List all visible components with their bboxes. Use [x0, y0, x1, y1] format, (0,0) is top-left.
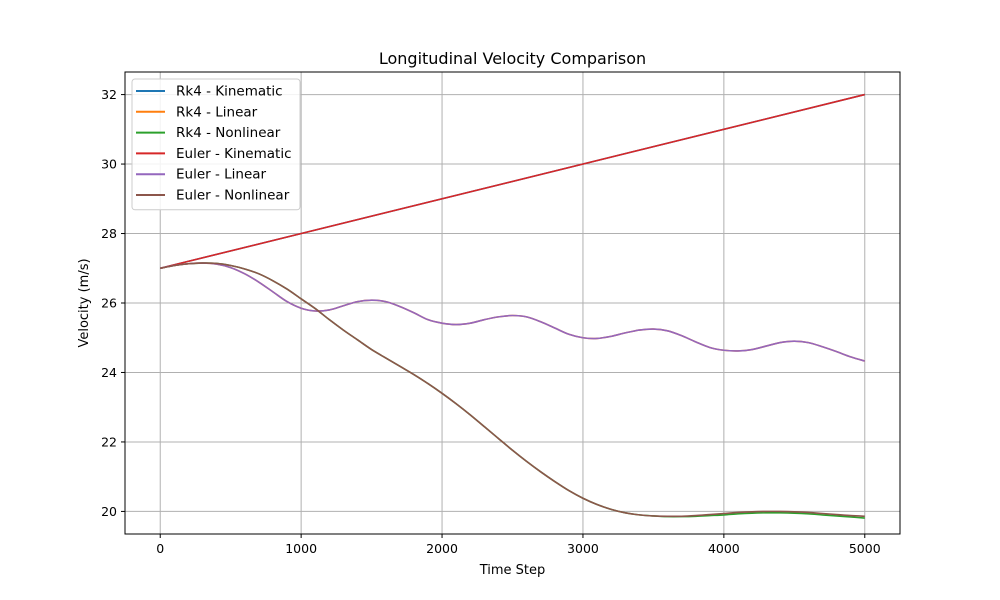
- x-tick-label: 4000: [708, 541, 740, 556]
- x-tick-label: 0: [156, 541, 164, 556]
- x-axis-label: Time Step: [479, 563, 546, 578]
- y-axis-label: Velocity (m/s): [77, 258, 92, 347]
- y-tick-label: 32: [101, 87, 117, 102]
- y-tick-label: 22: [101, 434, 117, 449]
- legend-label: Rk4 - Kinematic: [176, 84, 283, 100]
- legend-box: [131, 78, 301, 211]
- series-lines: [160, 93, 865, 519]
- legend: Rk4 - Kinematic Rk4 - Linear Rk4 - Nonline…: [131, 78, 301, 211]
- x-tick-label: 5000: [849, 541, 881, 556]
- series-line-euler-nonlinear: [160, 262, 865, 518]
- chart-title: Longitudinal Velocity Comparison: [379, 49, 646, 68]
- x-tick-label: 1000: [285, 541, 317, 556]
- x-tick-label: 2000: [426, 541, 458, 556]
- series-line-euler-linear: [160, 262, 865, 362]
- legend-label: Rk4 - Linear: [176, 104, 258, 120]
- legend-label: Rk4 - Nonlinear: [176, 125, 281, 141]
- y-tick-label: 20: [101, 504, 117, 519]
- x-tick-label: 3000: [567, 541, 599, 556]
- legend-label: Euler - Kinematic: [176, 146, 292, 162]
- legend-label: Euler - Nonlinear: [176, 188, 290, 204]
- y-tick-label: 26: [101, 296, 117, 311]
- y-tick-label: 24: [101, 365, 117, 380]
- axis-ticks: 0 1000 2000 3000 4000 5000 20 22 24 26 28 30 32: [101, 87, 881, 556]
- series-line-euler-kinematic: [160, 93, 865, 270]
- legend-label: Euler - Linear: [176, 167, 267, 183]
- y-tick-label: 28: [101, 226, 117, 241]
- y-tick-label: 30: [101, 157, 117, 172]
